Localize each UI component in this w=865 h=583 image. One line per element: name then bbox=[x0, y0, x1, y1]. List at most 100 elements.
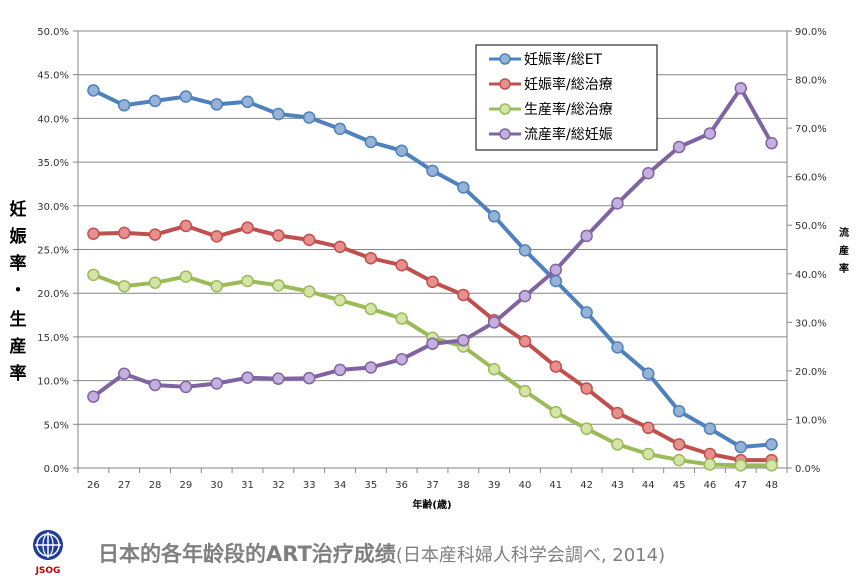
data-point bbox=[210, 230, 223, 243]
data-point bbox=[703, 458, 717, 471]
x-tick-label: 26 bbox=[87, 480, 100, 491]
data-point bbox=[672, 140, 686, 154]
data-point bbox=[580, 382, 593, 395]
legend: 妊娠率/総ET 妊娠率/総治療 生産率/総治療 流産率/総妊娠 bbox=[475, 44, 658, 151]
data-point bbox=[672, 438, 686, 451]
data-point bbox=[272, 229, 285, 242]
y-label-right-char: 率 bbox=[839, 262, 849, 275]
legend-item: 妊娠率/総治療 bbox=[489, 76, 613, 93]
y-tick-left-label: 20.0% bbox=[37, 289, 69, 300]
data-point bbox=[642, 367, 655, 380]
data-point bbox=[87, 268, 100, 282]
x-tick-label: 27 bbox=[118, 480, 131, 491]
x-tick-label: 46 bbox=[704, 480, 717, 491]
x-tick-label: 28 bbox=[149, 480, 162, 491]
data-point bbox=[241, 95, 254, 109]
data-point bbox=[302, 233, 316, 247]
x-tick-label: 36 bbox=[395, 480, 408, 491]
data-point bbox=[148, 276, 162, 289]
data-point bbox=[611, 406, 624, 420]
x-tick-label: 41 bbox=[549, 480, 562, 491]
data-point bbox=[734, 459, 748, 472]
y-tick-right-label: 30.0% bbox=[795, 318, 827, 329]
data-point bbox=[272, 279, 285, 292]
legend-label: 妊娠率/総ET bbox=[524, 51, 603, 68]
data-point bbox=[580, 229, 593, 243]
data-point bbox=[210, 98, 223, 111]
logo-text: JSOG bbox=[35, 566, 61, 576]
data-point bbox=[333, 122, 347, 136]
y-tick-right-label: 50.0% bbox=[795, 221, 827, 232]
data-point bbox=[272, 107, 285, 121]
data-point bbox=[734, 440, 748, 454]
x-tick-label: 40 bbox=[519, 480, 532, 491]
left-axis-ticks: 0.0% 5.0% 10.0% 15.0% 20.0% 25.0% 30.0% 35.0% 40… bbox=[37, 27, 78, 475]
data-point bbox=[179, 90, 193, 103]
data-point bbox=[580, 422, 593, 435]
data-point bbox=[549, 274, 563, 288]
data-point bbox=[302, 285, 316, 298]
data-point bbox=[333, 240, 347, 254]
x-tick-label: 38 bbox=[457, 480, 470, 491]
data-point bbox=[333, 293, 347, 307]
data-point bbox=[457, 181, 470, 194]
data-point bbox=[611, 197, 624, 210]
legend-item: 妊娠率/総ET bbox=[489, 51, 603, 68]
y-tick-left-label: 10.0% bbox=[37, 377, 69, 388]
data-point bbox=[580, 306, 593, 319]
data-point bbox=[179, 380, 193, 394]
data-point bbox=[426, 164, 439, 178]
data-point bbox=[302, 111, 316, 124]
y-tick-right-label: 70.0% bbox=[795, 124, 827, 135]
y-tick-right-label: 60.0% bbox=[795, 173, 827, 184]
data-point bbox=[395, 144, 408, 157]
legend-item: 流産率/総妊娠 bbox=[489, 126, 613, 143]
x-tick-label: 30 bbox=[210, 480, 223, 491]
x-axis-ticks: 26 27 28 29 30 31 32 33 34 35 36 37 38 39 40 41 42 43 44 45… bbox=[77, 468, 788, 491]
data-point bbox=[642, 167, 655, 180]
y-tick-right-label: 80.0% bbox=[795, 76, 827, 87]
y-label-left-char: 産 bbox=[10, 336, 27, 357]
data-point bbox=[734, 82, 748, 95]
x-tick-label: 45 bbox=[673, 480, 686, 491]
data-point bbox=[395, 258, 408, 272]
y-axis-label-left: 妊 娠 率 ・ 生 産 率 bbox=[10, 199, 28, 384]
data-point bbox=[518, 384, 532, 398]
data-point bbox=[457, 334, 470, 347]
y-label-left-char: 率 bbox=[10, 363, 27, 384]
x-tick-label: 43 bbox=[611, 480, 624, 491]
x-tick-label: 31 bbox=[241, 480, 254, 491]
data-point bbox=[179, 270, 193, 283]
y-label-left-char: 生 bbox=[10, 309, 27, 330]
legend-label: 流産率/総妊娠 bbox=[524, 126, 613, 143]
data-point bbox=[703, 447, 717, 461]
x-tick-label: 48 bbox=[765, 480, 778, 491]
data-point bbox=[364, 302, 378, 316]
gridlines bbox=[78, 30, 787, 425]
x-tick-label: 42 bbox=[580, 480, 593, 491]
y-tick-right-label: 20.0% bbox=[795, 367, 827, 378]
data-point bbox=[241, 274, 254, 288]
data-point bbox=[672, 404, 686, 418]
data-point bbox=[703, 422, 717, 435]
data-point bbox=[395, 312, 408, 325]
right-axis-ticks: 0.0% 10.0% 20.0% 30.0% 40.0% 50.0% 60.0% 70.0% 8… bbox=[787, 27, 827, 475]
x-tick-label: 39 bbox=[488, 480, 501, 491]
y-axis-label-right: 流 産 率 bbox=[839, 226, 849, 275]
data-point bbox=[765, 438, 778, 451]
data-point bbox=[87, 390, 100, 403]
jsog-logo: JSOG bbox=[33, 530, 63, 576]
series-layer bbox=[87, 82, 778, 472]
y-tick-left-label: 40.0% bbox=[37, 114, 69, 125]
y-tick-left-label: 15.0% bbox=[37, 333, 69, 344]
legend-item: 生産率/総治療 bbox=[489, 101, 613, 118]
caption-main: 日本的各年龄段的ART治疗成绩 bbox=[98, 542, 396, 566]
x-tick-label: 35 bbox=[364, 480, 377, 491]
data-point bbox=[487, 316, 501, 329]
y-tick-right-label: 40.0% bbox=[795, 270, 827, 281]
data-point bbox=[642, 421, 655, 435]
data-point bbox=[611, 438, 624, 451]
y-tick-left-label: 50.0% bbox=[37, 27, 69, 38]
y-tick-left-label: 5.0% bbox=[44, 420, 69, 431]
y-tick-left-label: 0.0% bbox=[44, 464, 69, 475]
